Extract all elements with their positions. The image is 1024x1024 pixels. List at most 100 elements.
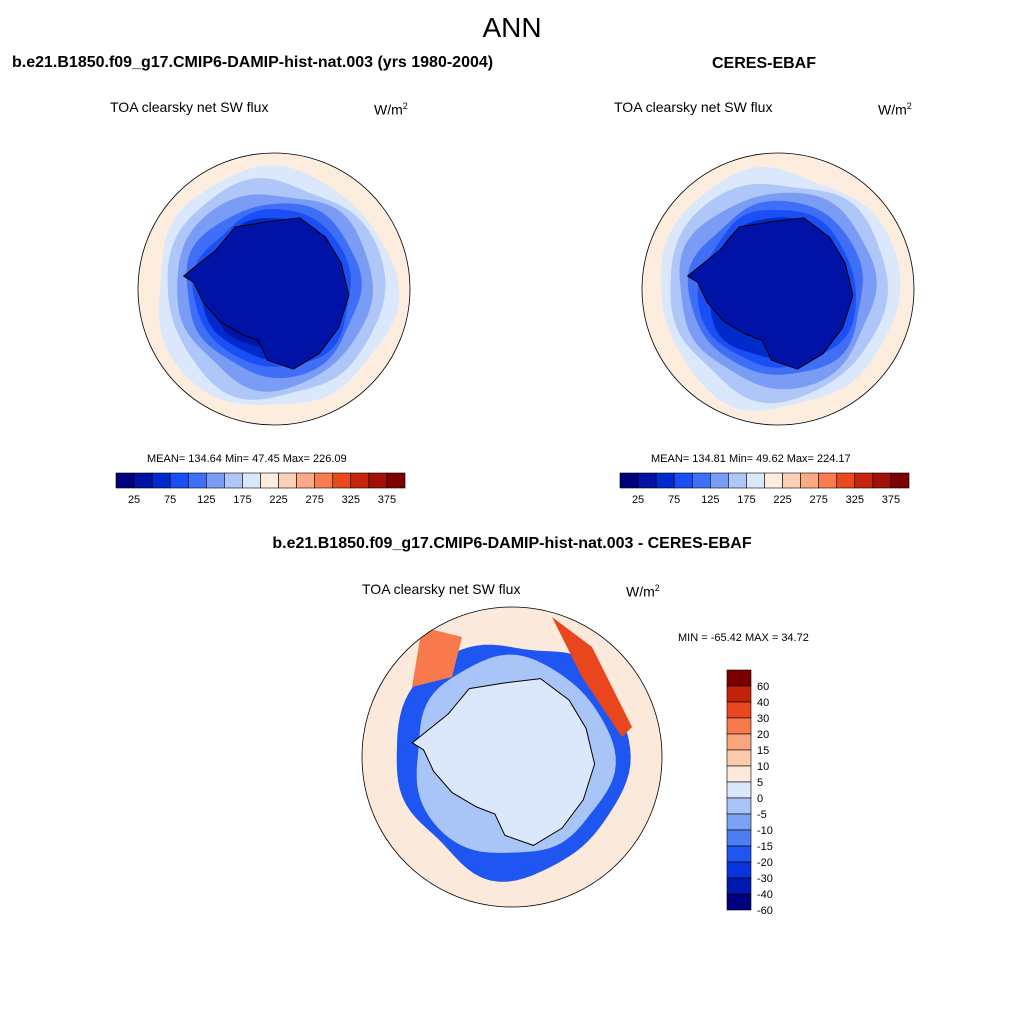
panel3-colorbar: 60 40 30 20 15 10 5 0 -5 -10 -15 -20 -30 -40 -60	[726, 669, 773, 917]
colorbar-box	[691, 472, 711, 489]
colorbar-tick-label: -60	[757, 905, 773, 917]
colorbar-box	[726, 861, 752, 879]
colorbar-box	[872, 472, 892, 489]
colorbar-tick-label: 40	[757, 697, 769, 709]
colorbar-box	[296, 472, 315, 489]
colorbar-box	[726, 781, 752, 799]
continent-fill	[183, 217, 349, 370]
colorbar-box	[726, 749, 752, 767]
colorbar-tick-label: 15	[757, 745, 769, 757]
colorbar-box	[836, 472, 856, 489]
panel2-map	[641, 152, 915, 426]
panel1-map	[137, 152, 411, 426]
panel2-stats: MEAN= 134.81 Min= 49.62 Max= 224.17	[651, 453, 851, 465]
colorbar-box	[726, 669, 752, 687]
colorbar-box	[187, 472, 207, 489]
panel2-colorbar: 25 75 125 175 225 275 325 375	[619, 472, 910, 506]
colorbar-tick-label: 325	[846, 494, 864, 506]
colorbar-box	[206, 472, 225, 489]
colorbar-tick-label: 175	[233, 494, 251, 506]
colorbar-box	[726, 765, 752, 783]
diff-anomaly	[552, 617, 632, 737]
colorbar-tick-label: 275	[306, 494, 324, 506]
colorbar-tick-label: -40	[757, 889, 773, 901]
colorbar-box	[726, 685, 752, 703]
colorbar-box	[726, 845, 752, 863]
colorbar-box	[350, 472, 370, 489]
colorbar-tick-label: -30	[757, 873, 773, 885]
colorbar-box	[726, 813, 752, 831]
panel3-variable-label: TOA clearsky net SW flux	[362, 581, 521, 597]
colorbar-box	[710, 472, 729, 489]
colorbar-box	[278, 472, 297, 489]
colorbar-box	[332, 472, 352, 489]
colorbar-box	[726, 701, 752, 719]
colorbar-box	[619, 472, 639, 489]
colorbar-box	[368, 472, 388, 489]
colorbar-tick-label: 60	[757, 681, 769, 693]
colorbar-box	[224, 472, 243, 489]
colorbar-tick-label: 10	[757, 761, 769, 773]
colorbar-tick-label: 225	[773, 494, 791, 506]
colorbar-tick-label: 5	[757, 777, 763, 789]
colorbar-box	[386, 472, 406, 489]
colorbar-box	[726, 893, 752, 911]
colorbar-box	[673, 472, 693, 489]
colorbar-tick-label: -20	[757, 857, 773, 869]
colorbar-box	[169, 472, 189, 489]
panel1-title: b.e21.B1850.f09_g17.CMIP6-DAMIP-hist-nat…	[12, 54, 494, 71]
colorbar-box	[242, 472, 261, 489]
panel2-variable-label: TOA clearsky net SW flux	[614, 99, 773, 115]
panel3-stats: MIN = -65.42 MAX = 34.72	[678, 632, 809, 644]
panel3-title: b.e21.B1850.f09_g17.CMIP6-DAMIP-hist-nat…	[272, 535, 752, 552]
colorbar-box	[854, 472, 874, 489]
map-border	[137, 152, 411, 426]
colorbar-box	[764, 472, 783, 489]
colorbar-tick-label: -5	[757, 809, 767, 821]
colorbar-tick-label: 75	[668, 494, 680, 506]
diff-anomaly	[412, 627, 462, 687]
panel3-map	[361, 606, 663, 908]
colorbar-tick-label: 325	[342, 494, 360, 506]
colorbar-box	[726, 797, 752, 815]
colorbar-tick-label: 25	[128, 494, 140, 506]
main-title: ANN	[482, 12, 542, 43]
colorbar-tick-label: 175	[737, 494, 755, 506]
panel2-units: W/m2	[878, 101, 912, 118]
panel3-units: W/m2	[626, 583, 660, 600]
colorbar-tick-label: -15	[757, 841, 773, 853]
map-border	[641, 152, 915, 426]
colorbar-box	[728, 472, 747, 489]
colorbar-box	[746, 472, 765, 489]
colorbar-box	[115, 472, 135, 489]
colorbar-tick-label: 25	[632, 494, 644, 506]
panel1-stats: MEAN= 134.64 Min= 47.45 Max= 226.09	[147, 453, 347, 465]
colorbar-box	[726, 829, 752, 847]
colorbar-tick-label: 375	[882, 494, 900, 506]
panel1-units: W/m2	[374, 101, 408, 118]
colorbar-box	[637, 472, 657, 489]
colorbar-box	[151, 472, 171, 489]
colorbar-box	[133, 472, 153, 489]
coastline	[686, 217, 854, 370]
panel1-colorbar: 25 75 125 175 225 275 325 375	[115, 472, 406, 506]
colorbar-box	[726, 877, 752, 895]
colorbar-box	[782, 472, 801, 489]
coastline	[182, 217, 350, 370]
colorbar-tick-label: 30	[757, 713, 769, 725]
colorbar-box	[726, 733, 752, 751]
coastline	[411, 678, 596, 846]
colorbar-box	[655, 472, 675, 489]
colorbar-tick-label: 0	[757, 793, 763, 805]
colorbar-tick-label: 75	[164, 494, 176, 506]
colorbar-tick-label: 125	[197, 494, 215, 506]
colorbar-box	[818, 472, 838, 489]
continent-fill	[412, 678, 595, 846]
continent-fill	[687, 217, 853, 370]
colorbar-box	[260, 472, 279, 489]
panel1-variable-label: TOA clearsky net SW flux	[110, 99, 269, 115]
colorbar-tick-label: 375	[378, 494, 396, 506]
panel2-title: CERES-EBAF	[711, 55, 817, 72]
colorbar-box	[890, 472, 910, 489]
